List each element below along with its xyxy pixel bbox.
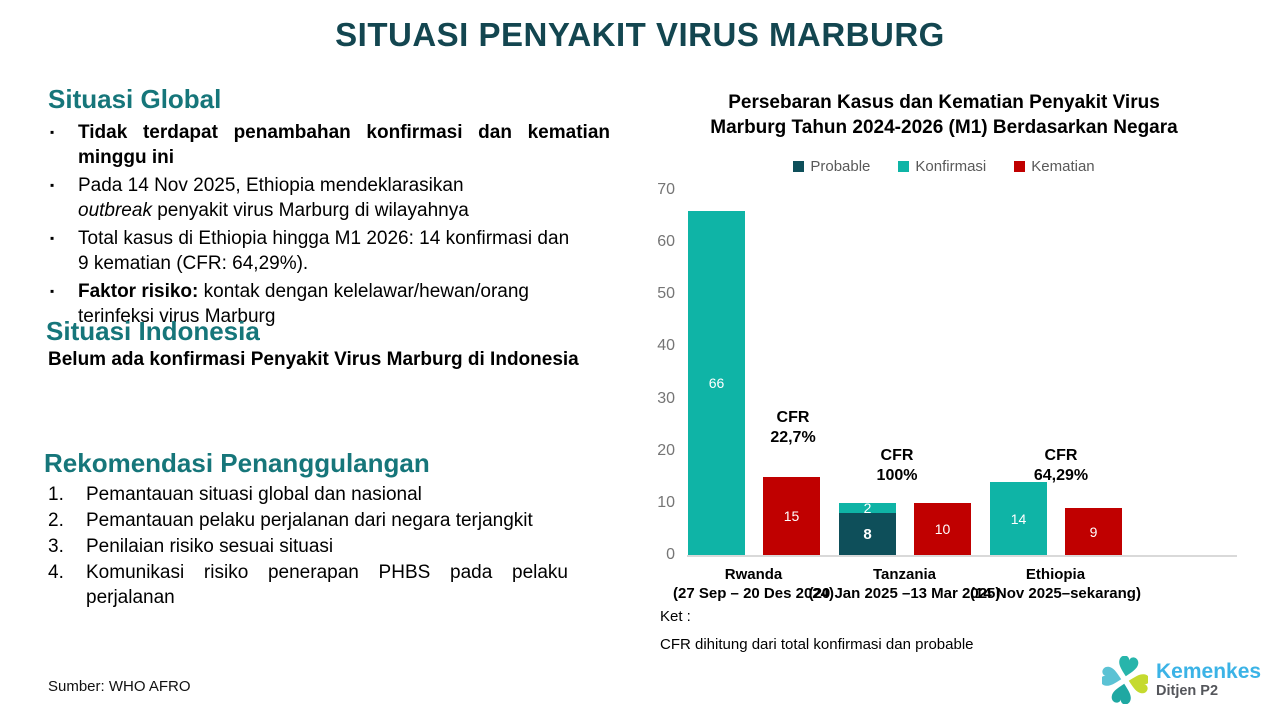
rekomendasi-text: Penilaian risiko sesuai situasi [86, 536, 334, 557]
bullet-marker: ▪ [50, 178, 55, 192]
rekomendasi-item: 3. Penilaian risiko sesuai situasi [48, 534, 568, 559]
bar-segment-konfirmasi-tanzania: 2 [839, 501, 896, 515]
kemenkes-flower-icon [1102, 656, 1148, 704]
bullet-item: ▪ Total kasus di Ethiopia hingga M1 2026:… [48, 226, 610, 276]
bar-segment-konfirmasi-ethiopia: 14 [990, 482, 1047, 555]
bar-segment-kematian-tanzania: 10 [914, 502, 971, 555]
bullet-text: Faktor risiko: kontak dengan kelelawar/h… [78, 281, 529, 327]
chart-title-line1: Persebaran Kasus dan Kematian Penyakit V… [728, 92, 1160, 113]
rekomendasi-item: 2. Pemantauan pelaku perjalanan dari nega… [48, 508, 568, 533]
kemenkes-logo: Kemenkes Ditjen P2 [1102, 656, 1261, 704]
bar-rwanda: 66 [688, 210, 745, 555]
chart-note: Ket : CFR dihitung dari total konfirmasi… [660, 608, 974, 654]
legend-label: Kematian [1031, 158, 1095, 175]
chart-note-label: Ket : [660, 608, 691, 625]
indonesia-status-text: Belum ada konfirmasi Penyakit Virus Marb… [48, 349, 579, 370]
bullet-item: ▪ Tidak terdapat penambahan konfirmasi da… [48, 120, 610, 170]
y-axis-tick: 70 [657, 181, 675, 198]
chart-legend: Probable Konfirmasi Kematian [648, 158, 1240, 175]
x-axis-label-rwanda: Rwanda (27 Sep – 20 Des 2024) [673, 566, 834, 602]
chart-title-line2: Marburg Tahun 2024-2026 (M1) Berdasarkan… [710, 117, 1178, 138]
legend-swatch-konfirmasi [898, 161, 910, 172]
legend-item-konfirmasi: Konfirmasi [898, 158, 986, 175]
y-axis-tick: 20 [657, 441, 675, 459]
rekomendasi-item: 4. Komunikasi risiko penerapan PHBS pada … [48, 560, 568, 610]
list-number: 2. [48, 510, 64, 531]
legend-item-probable: Probable [793, 158, 870, 175]
list-number: 4. [48, 562, 64, 583]
bar-segment-probable-tanzania: 8 [839, 513, 896, 555]
heading-rekomendasi: Rekomendasi Penanggulangan [44, 448, 430, 478]
heading-situasi-indonesia: Situasi Indonesia [46, 316, 260, 346]
bullet-marker: ▪ [50, 125, 55, 139]
chart-title: Persebaran Kasus dan Kematian Penyakit V… [648, 90, 1240, 140]
heading-situasi-global: Situasi Global [48, 84, 222, 114]
rekomendasi-list: 1. Pemantauan situasi global dan nasional… [48, 482, 568, 611]
bar-segment-kematian-ethiopia: 9 [1065, 508, 1122, 555]
bullet-text: Pada 14 Nov 2025, Ethiopia mendeklarasik… [78, 175, 469, 221]
bar-segment-kematian-rwanda: 15 [763, 476, 820, 555]
chart-note-text: CFR dihitung dari total konfirmasi dan p… [660, 636, 974, 653]
bullet-marker: ▪ [50, 284, 55, 298]
bar-rwanda: 15 [763, 476, 820, 555]
bar-segment-konfirmasi-rwanda: 66 [688, 210, 745, 555]
bullet-marker: ▪ [50, 231, 55, 245]
source-text: Sumber: WHO AFRO [48, 678, 191, 695]
cfr-annotation-rwanda: CFR 22,7% [770, 409, 816, 446]
y-axis-tick: 30 [657, 389, 675, 407]
bullet-item: ▪ Faktor risiko: kontak dengan kelelawar/… [48, 279, 610, 329]
bar-tanzania: 10 [914, 502, 971, 555]
logo-sub-text: Ditjen P2 [1156, 682, 1219, 699]
y-axis-tick: 40 [657, 337, 675, 355]
y-axis-tick: 50 [657, 285, 675, 303]
y-axis-tick: 60 [657, 233, 675, 251]
rekomendasi-item: 1. Pemantauan situasi global dan nasional [48, 482, 568, 507]
legend-item-kematian: Kematian [1014, 158, 1095, 175]
y-axis-tick: 10 [657, 493, 675, 511]
global-bullet-list: ▪ Tidak terdapat penambahan konfirmasi da… [48, 120, 610, 332]
plot-area: 0 10 20 30 40 50 60 70 66 15 CFR 22,7% Rwanda (27 S… [657, 181, 1237, 602]
rekomendasi-text: Komunikasi risiko penerapan PHBS pada pe… [86, 562, 568, 608]
cfr-annotation-tanzania: CFR 100% [876, 447, 918, 484]
bullet-text: Total kasus di Ethiopia hingga M1 2026: … [78, 228, 570, 274]
page-title: SITUASI PENYAKIT VIRUS MARBURG [335, 16, 945, 53]
cfr-annotation-ethiopia: CFR 64,29% [1033, 447, 1089, 484]
list-number: 3. [48, 536, 64, 557]
legend-label: Probable [810, 158, 871, 175]
bullet-text: Tidak terdapat penambahan konfirmasi dan… [78, 122, 610, 168]
logo-text: Kemenkes Ditjen P2 [1156, 659, 1262, 700]
legend-swatch-kematian [1014, 161, 1026, 172]
rekomendasi-text: Pemantauan situasi global dan nasional [86, 484, 422, 505]
bar-ethiopia: 14 [990, 482, 1047, 555]
rekomendasi-text: Pemantauan pelaku perjalanan dari negara… [86, 510, 533, 531]
bar-ethiopia: 9 [1065, 508, 1122, 555]
logo-brand-text: Kemenkes [1156, 659, 1262, 683]
legend-swatch-probable [793, 161, 805, 172]
x-axis-label-tanzania: Tanzania (20 Jan 2025 –13 Mar 2025) [808, 566, 1001, 602]
y-axis-tick: 0 [666, 546, 675, 563]
list-number: 1. [48, 484, 64, 505]
x-axis-label-ethiopia: Ethiopia (14 Nov 2025–sekarang) [970, 566, 1141, 602]
bullet-item: ▪ Pada 14 Nov 2025, Ethiopia mendeklarasi… [48, 173, 610, 223]
legend-label: Konfirmasi [915, 158, 987, 175]
